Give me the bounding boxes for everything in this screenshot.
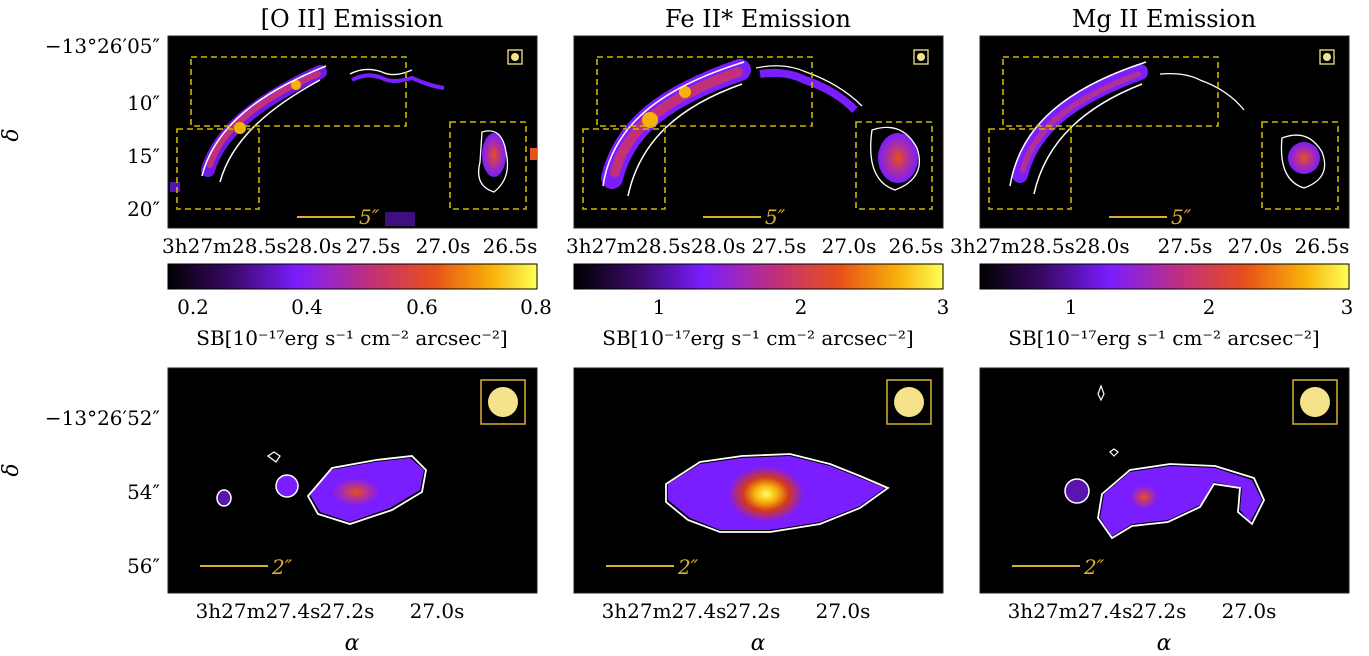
top-xticks: 3h27m28.5s28.0s 27.5s 27.0s 26.5s 3h27m2… [162, 234, 1349, 258]
feii-xtick-2: 27.0s [822, 234, 877, 258]
oii-xtick-left: 3h27m28.5s28.0s [162, 234, 342, 258]
cbar-mgii-label: SB[10⁻¹⁷erg s⁻¹ cm⁻² arcsec⁻²] [1008, 326, 1319, 350]
mgii-scalebar-label: 5″ [1171, 205, 1192, 229]
b1-xtick-2: 27.0s [410, 599, 465, 623]
feii-scalebar-label: 5″ [765, 205, 786, 229]
mgii-xtick-2: 27.0s [1228, 234, 1283, 258]
feii-zoom-scalebar-label: 2″ [677, 555, 699, 579]
colorbar-ticks: 0.2 0.4 0.6 0.8 1 2 3 1 2 3 [177, 295, 1353, 319]
oii-xtick-1: 27.5s [346, 234, 401, 258]
cbar-mgii-tick-1: 2 [1203, 295, 1216, 319]
oii-zoom-panel [167, 367, 538, 594]
b3-xtick-1: 27.2s [1132, 599, 1187, 623]
cbar-mgii-tick-0: 1 [1065, 295, 1078, 319]
top-ytick-0: −13°26′05″ [45, 34, 160, 58]
feii-zoom-panel [573, 367, 944, 594]
bottom-ytick-1: 54″ [127, 480, 160, 504]
cbar-oii-tick-3: 0.8 [520, 295, 552, 319]
panel-title-feii: Fe II* Emission [665, 5, 851, 33]
cbar-oii-tick-2: 0.6 [406, 295, 438, 319]
bottom-xticks: 3h27m27.4s 27.2s 27.0s 3h27m27.4s 27.2s … [196, 599, 1277, 623]
oii-zoom-scalebar-label: 2″ [271, 555, 293, 579]
b3-xtick-0: 3h27m27.4s [1008, 599, 1133, 623]
panel-title-mgii: Mg II Emission [1072, 5, 1256, 33]
top-ytick-2: 15″ [127, 144, 160, 168]
b3-xtick-2: 27.0s [1222, 599, 1277, 623]
top-ytick-1: 10″ [127, 91, 160, 115]
cbar-oii-label: SB[10⁻¹⁷erg s⁻¹ cm⁻² arcsec⁻²] [196, 326, 507, 350]
cbar-feii-tick-1: 2 [795, 295, 808, 319]
b3-xlabel: α [1157, 631, 1172, 656]
mgii-xtick-3: 26.5s [1295, 234, 1350, 258]
cbar-oii-tick-1: 0.4 [291, 295, 323, 319]
colorbar-mgii [979, 263, 1350, 290]
colorbar-labels: SB[10⁻¹⁷erg s⁻¹ cm⁻² arcsec⁻²] SB[10⁻¹⁷e… [196, 326, 1319, 350]
colorbar-oii [167, 263, 538, 290]
bottom-ylabel: δ [0, 463, 24, 476]
oii-map-panel [167, 35, 538, 229]
oii-xtick-3: 26.5s [483, 234, 538, 258]
mgii-zoom-scalebar-label: 2″ [1083, 555, 1105, 579]
cbar-feii-tick-0: 1 [653, 295, 666, 319]
b1-xlabel: α [345, 631, 360, 656]
b2-xtick-2: 27.0s [816, 599, 871, 623]
bottom-ytick-0: −13°26′52″ [45, 406, 160, 430]
feii-xtick-1: 27.5s [752, 234, 807, 258]
mgii-map-panel [979, 35, 1350, 229]
oii-scalebar-label: 5″ [359, 205, 380, 229]
panel-title-oii: [O II] Emission [261, 5, 444, 33]
cbar-feii-label: SB[10⁻¹⁷erg s⁻¹ cm⁻² arcsec⁻²] [602, 326, 913, 350]
b2-xtick-0: 3h27m27.4s [602, 599, 727, 623]
cbar-oii-tick-0: 0.2 [177, 295, 209, 319]
mgii-zoom-panel [979, 367, 1350, 594]
feii-xtick-3: 26.5s [889, 234, 944, 258]
b2-xlabel: α [751, 631, 766, 656]
mgii-xtick-left: 3h27m28.5s28.0s [950, 234, 1130, 258]
mgii-xtick-1: 27.5s [1158, 234, 1213, 258]
feii-map-panel [573, 35, 944, 229]
cbar-mgii-tick-2: 3 [1341, 295, 1354, 319]
b1-xtick-0: 3h27m27.4s [196, 599, 321, 623]
bottom-ytick-2: 56″ [127, 554, 160, 578]
top-ytick-3: 20″ [127, 197, 160, 221]
b2-xtick-1: 27.2s [726, 599, 781, 623]
colorbar-feii [573, 263, 944, 290]
b1-xtick-1: 27.2s [320, 599, 375, 623]
oii-xtick-2: 27.0s [416, 234, 471, 258]
cbar-feii-tick-2: 3 [937, 295, 950, 319]
top-ylabel: δ [0, 128, 24, 141]
feii-xtick-left: 3h27m28.5s28.0s [566, 234, 746, 258]
